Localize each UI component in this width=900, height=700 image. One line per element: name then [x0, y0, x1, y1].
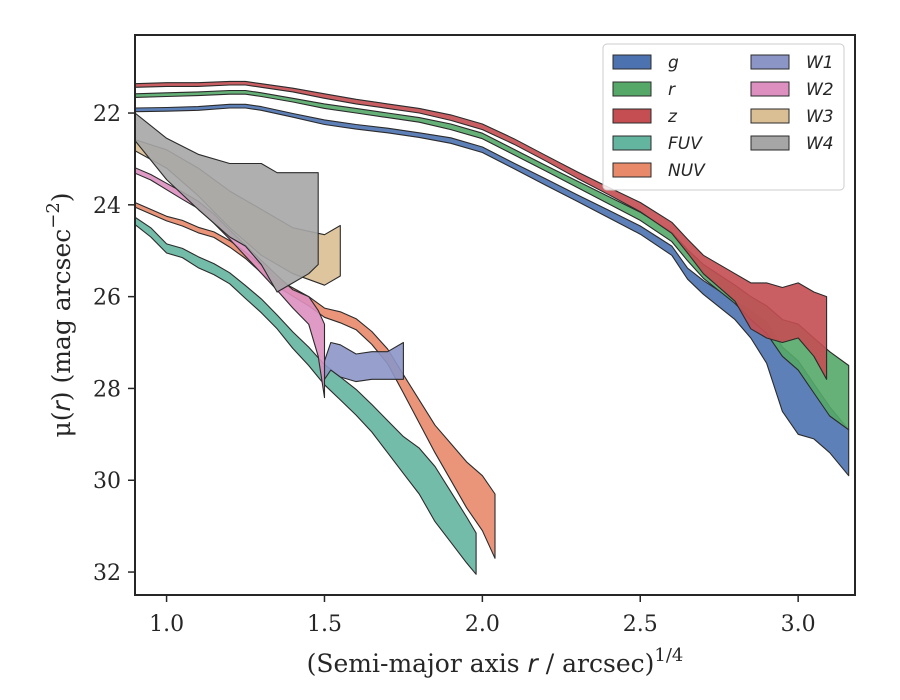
legend-label-g: g — [668, 53, 679, 73]
legend-swatch-w1 — [750, 54, 790, 70]
legend-label-z: z — [667, 107, 678, 127]
band-fuv — [135, 216, 477, 575]
legend-label-r: r — [668, 80, 676, 100]
x-axis-label: (Semi-major axis r / arcsec)1/4​ — [307, 645, 684, 678]
x-tick-label: 1.0 — [149, 612, 184, 637]
legend-swatch-w2 — [750, 81, 790, 97]
legend-label-w4: W4 — [806, 134, 834, 154]
legend-swatch-fuv — [612, 135, 652, 151]
plot-frame — [134, 34, 856, 596]
legend-swatch-z — [612, 108, 652, 124]
legend-box — [602, 43, 845, 191]
x-tick-label: 2.5 — [623, 612, 658, 637]
x-tick-label: 2.0 — [465, 612, 500, 637]
y-tick-label: 30 — [93, 469, 121, 494]
y-tick-label: 32 — [93, 561, 121, 586]
legend-label-w2: W2 — [806, 80, 834, 100]
y-tick-label: 26 — [93, 286, 121, 311]
legend-label-fuv: FUV — [668, 134, 703, 154]
legend-label-w1: W1 — [806, 53, 834, 73]
x-tick-label: 1.5 — [307, 612, 342, 637]
legend-swatch-w3 — [750, 108, 790, 124]
y-tick-label: 24 — [93, 194, 121, 219]
legend: grz FUV NUV W1 W2 W3 W4 — [602, 43, 845, 191]
y-tick-label: 22 — [93, 102, 121, 127]
legend-swatch-nuv — [612, 162, 652, 178]
band-z — [135, 80, 828, 380]
band-g — [135, 103, 850, 477]
x-tick-label: 3.0 — [781, 612, 816, 637]
band-w1 — [323, 341, 404, 383]
legend-swatch-g — [612, 54, 652, 70]
band-w4 — [135, 112, 319, 293]
legend-label-nuv: NUV — [668, 161, 706, 181]
y-axis-label: μ(r) (mag arcsec−2​) — [43, 192, 76, 437]
band-r — [135, 89, 850, 431]
legend-swatch-r — [612, 81, 652, 97]
y-tick-label: 28 — [93, 377, 121, 402]
legend-label-w3: W3 — [806, 107, 834, 127]
legend-swatch-w4 — [750, 135, 790, 151]
